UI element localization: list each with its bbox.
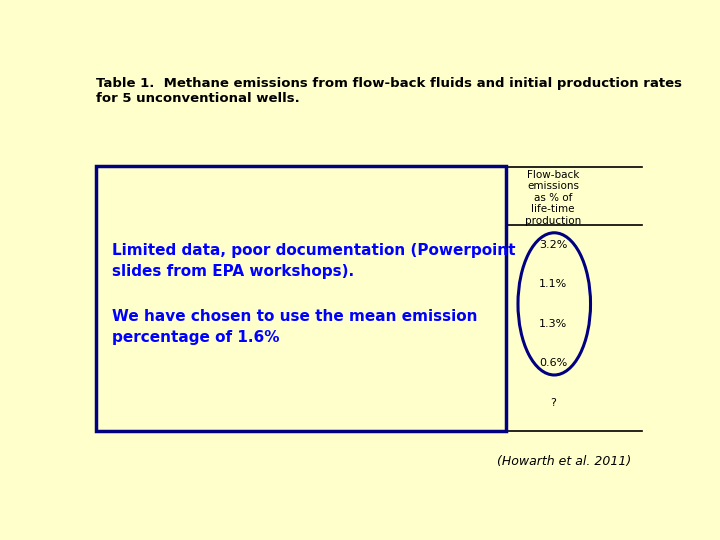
Text: 710: 710 xyxy=(244,319,265,329)
Text: Flow-back
fluid volume
(Mcf): Flow-back fluid volume (Mcf) xyxy=(222,181,287,214)
Text: 11: 11 xyxy=(395,397,410,408)
Text: We have chosen to use the mean emission
percentage of 1.6%: We have chosen to use the mean emission … xyxy=(112,309,478,346)
Text: 0.6%: 0.6% xyxy=(539,358,567,368)
Text: 1.3%: 1.3% xyxy=(539,319,567,329)
Text: 40: 40 xyxy=(462,358,477,368)
Text: 370: 370 xyxy=(244,279,265,289)
Text: 1200: 1200 xyxy=(388,240,417,249)
Text: ?: ? xyxy=(550,397,556,408)
Text: Haynesville (LA): Haynesville (LA) xyxy=(101,240,192,249)
Text: Life-time
production
(Mcf): Life-time production (Mcf) xyxy=(441,181,498,214)
Text: 140: 140 xyxy=(244,397,265,408)
Text: Well: Well xyxy=(101,193,123,203)
Text: Limited data, poor documentation (Powerpoint
slides from EPA workshops).: Limited data, poor documentation (Powerp… xyxy=(112,243,516,279)
Text: 772: 772 xyxy=(322,240,343,249)
FancyBboxPatch shape xyxy=(96,166,505,430)
Text: Den-Jules (CO): Den-Jules (CO) xyxy=(101,397,183,408)
Text: Barnett (TX): Barnett (TX) xyxy=(101,279,169,289)
Text: 57: 57 xyxy=(395,319,410,329)
Text: 79: 79 xyxy=(325,319,340,329)
Text: 41: 41 xyxy=(325,279,340,289)
Text: Table 1.  Methane emissions from flow-back fluids and initial production rates
f: Table 1. Methane emissions from flow-bac… xyxy=(96,77,682,105)
Text: ?: ? xyxy=(467,397,472,408)
Text: Flow-back
emissions
(Mcf CH₄): Flow-back emissions (Mcf CH₄) xyxy=(307,181,359,214)
Text: 51: 51 xyxy=(325,358,340,368)
Text: 255: 255 xyxy=(244,358,265,368)
Text: 3.2%: 3.2% xyxy=(539,240,567,249)
Text: Flow-back
emissions
as % of
life-time
production: Flow-back emissions as % of life-time pr… xyxy=(525,170,581,226)
Text: (Howarth et al. 2011): (Howarth et al. 2011) xyxy=(498,455,631,468)
Text: 55: 55 xyxy=(462,279,477,289)
Text: 1140: 1140 xyxy=(455,240,484,249)
Text: Uinta (UT): Uinta (UT) xyxy=(101,358,158,368)
Text: 6900: 6900 xyxy=(240,240,269,249)
Text: 42: 42 xyxy=(395,358,410,368)
Text: Piceance (CO): Piceance (CO) xyxy=(101,319,179,329)
Text: 12: 12 xyxy=(325,397,340,408)
Text: 55: 55 xyxy=(462,319,477,329)
Text: 57: 57 xyxy=(395,279,410,289)
Text: Initial
production
rate (Mcf/d): Initial production rate (Mcf/d) xyxy=(372,181,433,214)
Text: 1.1%: 1.1% xyxy=(539,279,567,289)
